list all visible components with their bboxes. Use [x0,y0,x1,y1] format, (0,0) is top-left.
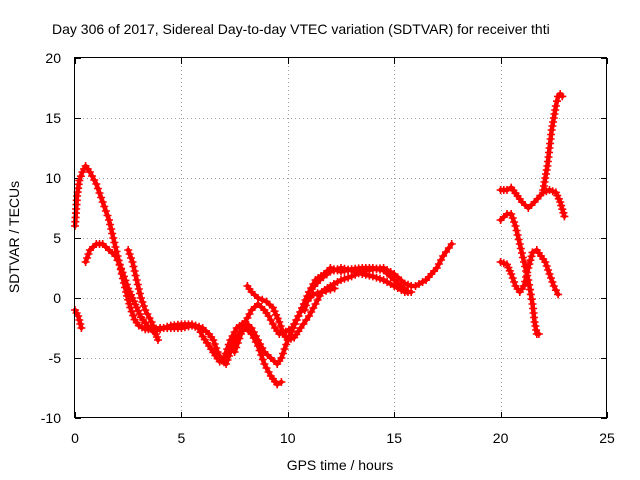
series-track-10 [496,246,563,299]
y-tick-label: -5 [49,350,62,366]
x-axis-label: GPS time / hours [287,457,394,473]
chart-title: Day 306 of 2017, Sidereal Day-to-day VTE… [52,21,550,37]
y-tick-label: 0 [53,290,61,306]
series-markers [124,246,162,344]
y-tick-label: 20 [45,50,61,66]
gridlines [75,58,607,418]
x-tick-label: 20 [493,430,509,446]
data-series [71,90,569,389]
y-tick-label: 10 [45,170,61,186]
y-axis-label: SDTVAR / TECUs [6,181,22,293]
series-markers [300,264,411,314]
series-markers [496,246,563,299]
y-tick-label: -10 [41,410,61,426]
plot-frame [74,57,607,418]
series-markers [539,90,567,194]
series-track-11 [539,90,567,194]
y-tick-label: 5 [53,230,61,246]
x-tick-label: 10 [280,430,296,446]
series-track-4 [124,246,162,344]
axis-ticks: 0 5 10 15 20 25 -10 -5 0 5 10 15 20 [41,50,615,446]
series-track-3 [81,240,286,389]
x-tick-label: 5 [178,430,186,446]
y-tick-label: 15 [45,110,61,126]
x-tick-label: 15 [386,430,402,446]
series-track-7 [300,264,411,314]
x-tick-label: 25 [599,430,615,446]
x-tick-label: 0 [71,430,79,446]
